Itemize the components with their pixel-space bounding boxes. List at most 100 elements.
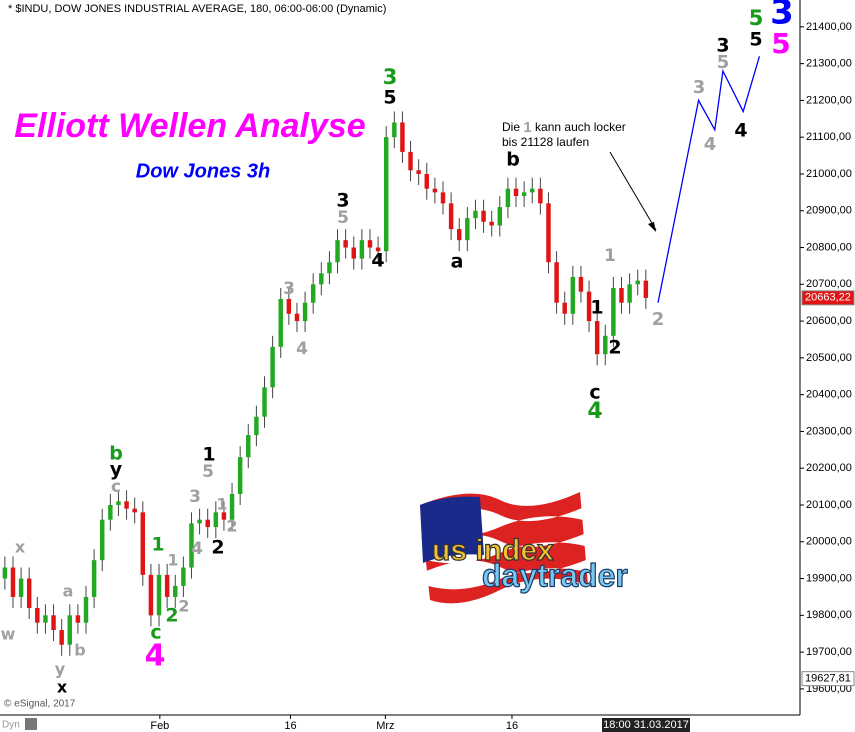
- candle-body: [611, 287, 616, 336]
- header: * $INDU, DOW JONES INDUSTRIAL AVERAGE, 1…: [8, 3, 386, 15]
- x-tick-label: 16: [284, 720, 296, 732]
- price-tag: [801, 671, 855, 687]
- flag-canton: [420, 496, 484, 563]
- candle-body: [51, 615, 56, 631]
- wave-label: a: [63, 582, 74, 601]
- candle-body: [221, 512, 227, 520]
- candle-body: [83, 596, 89, 623]
- candle-body: [10, 567, 16, 597]
- wave-label: 1: [216, 495, 227, 514]
- candle-body: [173, 585, 178, 597]
- candle-body: [310, 284, 316, 303]
- candle-body: [75, 615, 81, 623]
- price-tag-label: 20663,22: [805, 292, 851, 304]
- candle-body: [635, 280, 640, 285]
- candle-body: [465, 218, 470, 241]
- wave-label: 1: [202, 444, 215, 466]
- candle-body: [408, 151, 413, 171]
- candle-body: [335, 240, 340, 263]
- candle-body: [254, 416, 259, 436]
- candle-body: [132, 508, 137, 513]
- time-label: 18:00 31.03.2017: [603, 719, 689, 731]
- wave-label: 1: [604, 246, 616, 266]
- subheading: Dow Jones 3h: [136, 160, 270, 182]
- candle-body: [156, 574, 162, 616]
- y-tick-label: 19800,00: [806, 609, 852, 621]
- candle-body: [302, 302, 308, 322]
- candle-body: [270, 346, 275, 388]
- wave-label: y: [55, 660, 66, 679]
- logo: us index daytrader: [420, 492, 628, 604]
- logo-top: us index: [432, 534, 554, 567]
- y-tick-label: 19700,00: [806, 646, 852, 658]
- candle-body: [262, 387, 267, 417]
- candle-body: [440, 192, 446, 204]
- candle-body: [59, 630, 64, 645]
- y-tick-label: 20800,00: [806, 241, 852, 253]
- candle-body: [578, 276, 584, 292]
- price-tag: [801, 290, 855, 306]
- candle-body: [546, 203, 551, 263]
- candle-body: [432, 188, 438, 193]
- toolbar: Dyn: [2, 720, 20, 731]
- wave-label: 4: [734, 120, 747, 142]
- candle-body: [619, 287, 624, 303]
- y-tick-label: 20400,00: [806, 389, 852, 401]
- y-tick-label: 21100,00: [806, 131, 851, 143]
- candle-body: [181, 567, 186, 586]
- candle-body: [26, 578, 32, 608]
- annotation-line2: bis 21128 laufen: [502, 135, 589, 149]
- candle-body: [375, 247, 381, 252]
- wave-label: c: [589, 382, 600, 404]
- annotation-wave: 1: [523, 119, 531, 136]
- y-tick-label: 21200,00: [806, 94, 852, 106]
- wave-label: 4: [191, 539, 203, 559]
- wave-label: 5: [749, 29, 762, 51]
- candle-body: [294, 313, 300, 322]
- wave-label: 3: [189, 487, 201, 507]
- y-tick-label: 20500,00: [806, 352, 852, 364]
- candle-body: [2, 567, 8, 579]
- wave-label: 3: [716, 35, 729, 57]
- candle-body: [562, 302, 567, 314]
- y-tick-label: 20600,00: [806, 315, 852, 327]
- wave-label: 3: [383, 65, 398, 89]
- wave-label: b: [506, 149, 520, 171]
- y-tick-label: 20700,00: [806, 278, 852, 290]
- candle-body: [359, 240, 365, 259]
- candle-body: [43, 615, 48, 623]
- candle-body: [400, 122, 405, 152]
- wave-label: 5: [383, 87, 396, 109]
- candle-body: [538, 188, 543, 204]
- candle-body: [603, 335, 608, 355]
- candle-body: [530, 188, 535, 193]
- candle-body: [67, 615, 73, 645]
- wave-label: 2: [165, 605, 178, 627]
- candle-body: [489, 221, 494, 226]
- projection-line: [657, 56, 761, 303]
- candle-body: [554, 262, 559, 303]
- candle-body: [448, 203, 454, 230]
- wave-label: 2: [652, 309, 665, 330]
- candle-body: [189, 523, 194, 568]
- wave-label: x: [57, 678, 68, 697]
- wave-label: 5: [202, 462, 214, 482]
- candle-body: [116, 501, 121, 505]
- annotation: Die 1 kann auch locker: [502, 119, 626, 136]
- wave-label: y: [110, 459, 123, 481]
- wave-label: 2: [178, 597, 189, 616]
- wave-label: c: [111, 477, 121, 497]
- y-tick-label: 19900,00: [806, 572, 852, 584]
- wave-label: 1: [151, 534, 164, 556]
- heading: Elliott Wellen Analyse: [14, 107, 365, 145]
- candle-body: [473, 210, 478, 219]
- candle-body: [124, 501, 129, 509]
- time-box: [602, 718, 690, 732]
- y-tick-label: 21300,00: [806, 58, 852, 70]
- toolbar-icon[interactable]: [25, 718, 37, 730]
- candle-body: [100, 519, 105, 561]
- candle-body: [18, 578, 24, 597]
- copyright: © eSignal, 2017: [4, 699, 76, 710]
